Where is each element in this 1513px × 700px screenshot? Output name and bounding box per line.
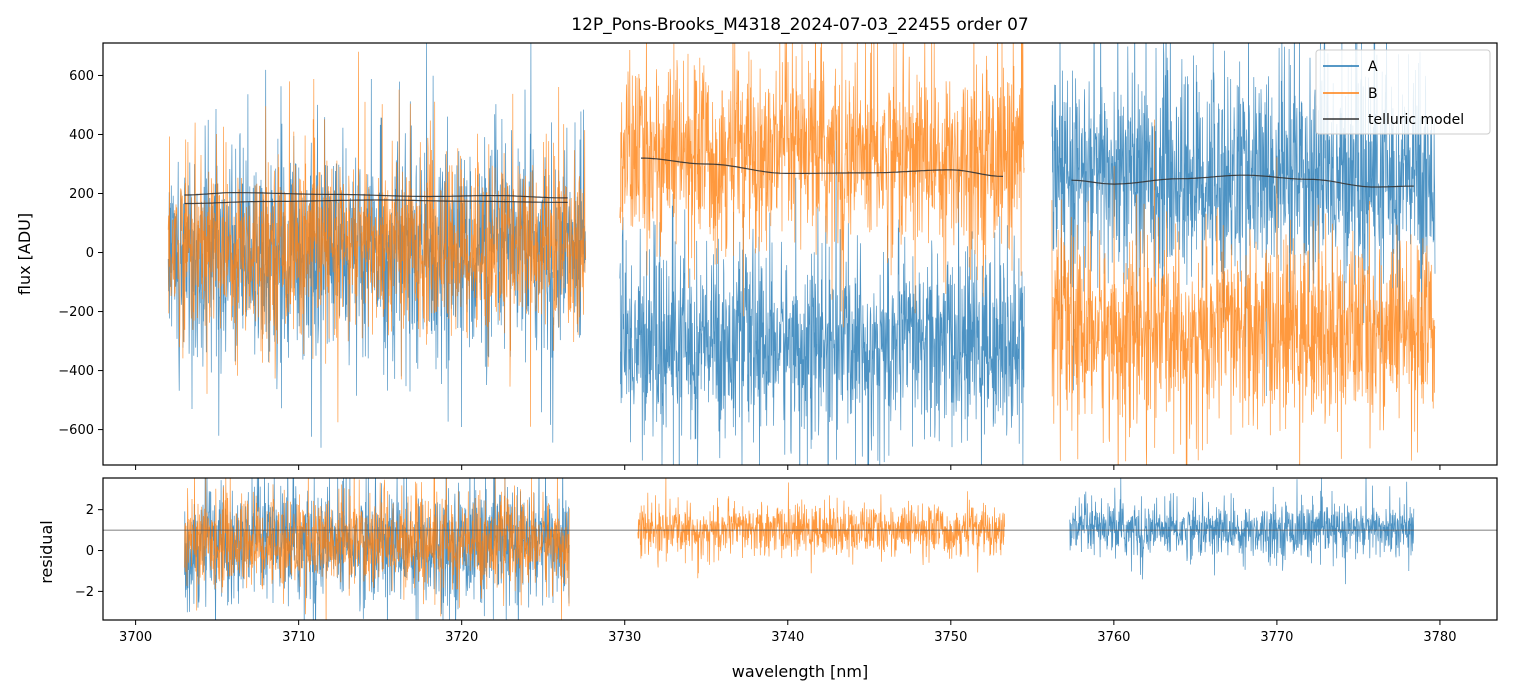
- series-a-trace: [619, 131, 1025, 465]
- telluric-model-line: [184, 192, 568, 199]
- bottom-panel: −2 0 2 3700 3710 3720 3730 3740 3750 3760 3770 378…: [37, 477, 1498, 681]
- y-tick-label: −200: [58, 305, 94, 320]
- top-x-ticks: [135, 465, 1441, 470]
- top-panel: −600 −400 −200 0 200 400 600 flux [ADU] A B te…: [15, 42, 1498, 470]
- top-y-axis-label: flux [ADU]: [15, 213, 34, 295]
- telluric-model-lines: [184, 157, 1414, 205]
- series-a-trace: [1051, 43, 1436, 397]
- top-y-ticks: −600 −400 −200 0 200 400 600: [58, 69, 103, 438]
- telluric-model-line: [184, 199, 568, 205]
- x-axis-label: wavelength [nm]: [732, 662, 869, 681]
- x-tick-label: 3730: [608, 630, 641, 645]
- series-b-trace: [167, 51, 586, 427]
- series-a-trace: [1069, 478, 1415, 585]
- telluric-model-line: [1071, 174, 1414, 188]
- y-tick-label: 0: [86, 544, 94, 559]
- y-tick-label: −2: [75, 585, 94, 600]
- series-b-trace: [637, 478, 1005, 579]
- x-tick-label: 3740: [771, 630, 804, 645]
- bottom-y-axis-label: residual: [37, 520, 56, 583]
- chart-title: 12P_Pons-Brooks_M4318_2024-07-03_22455 o…: [571, 15, 1028, 35]
- y-tick-label: 2: [86, 503, 94, 518]
- bottom-x-ticks: 3700 3710 3720 3730 3740 3750 3760 3770 3780: [119, 620, 1456, 645]
- bottom-plot-area: [184, 478, 1415, 620]
- x-tick-label: 3770: [1260, 630, 1293, 645]
- x-tick-label: 3780: [1423, 630, 1456, 645]
- y-tick-label: 200: [69, 187, 94, 202]
- top-axes-frame: [102, 42, 1498, 466]
- top-plot-area: [167, 43, 1436, 465]
- series-b-trace: [1051, 119, 1436, 465]
- x-tick-label: 3750: [934, 630, 967, 645]
- bottom-axes-frame: [102, 477, 1498, 621]
- legend-label-a: A: [1368, 59, 1378, 75]
- series-b-trace: [619, 43, 1025, 328]
- y-tick-label: 0: [86, 246, 94, 261]
- x-tick-label: 3700: [119, 630, 152, 645]
- telluric-model-line: [641, 157, 1004, 177]
- legend-label-telluric: telluric model: [1368, 112, 1464, 128]
- legend-label-b: B: [1368, 86, 1378, 102]
- y-tick-label: 600: [69, 69, 94, 84]
- y-tick-label: −400: [58, 364, 94, 379]
- bottom-y-ticks: −2 0 2: [75, 503, 103, 600]
- legend: A B telluric model: [1315, 49, 1491, 135]
- x-tick-label: 3720: [445, 630, 478, 645]
- x-tick-label: 3710: [282, 630, 315, 645]
- y-tick-label: −600: [58, 423, 94, 438]
- legend-box: [1315, 49, 1491, 135]
- series-b-trace: [184, 478, 570, 620]
- y-tick-label: 400: [69, 128, 94, 143]
- x-tick-label: 3760: [1097, 630, 1130, 645]
